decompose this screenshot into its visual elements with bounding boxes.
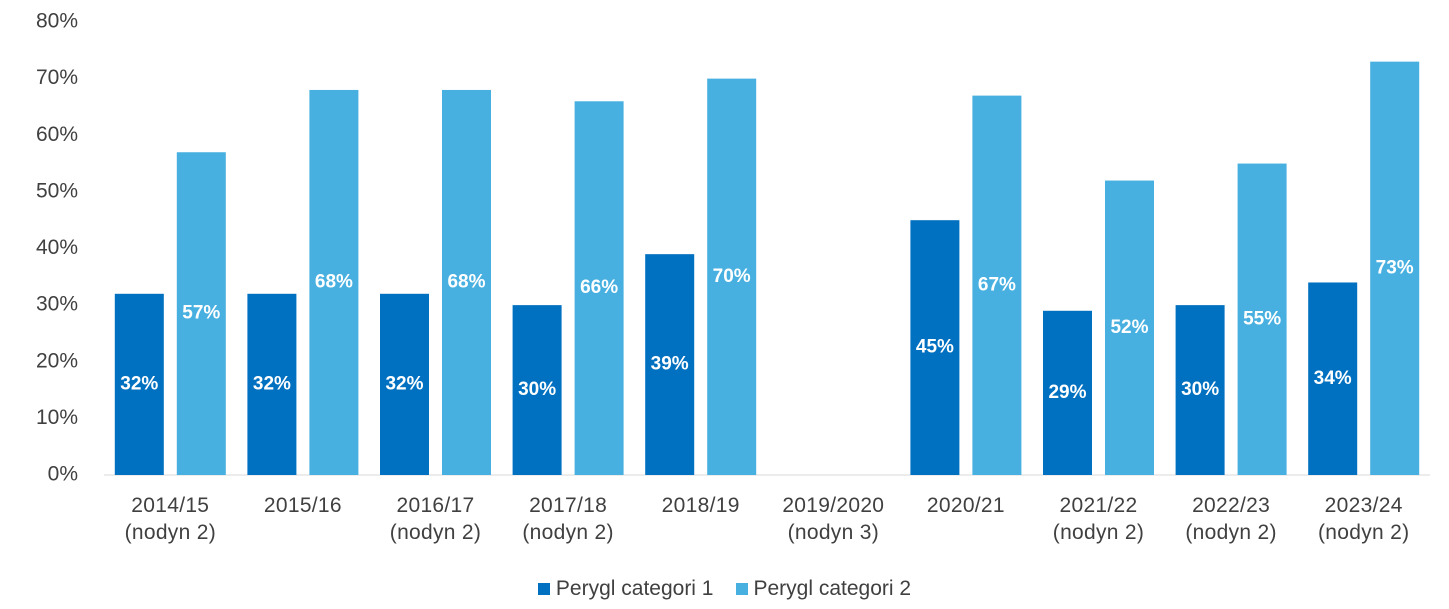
y-tick-label: 10% — [36, 406, 78, 429]
y-tick-label: 70% — [36, 66, 78, 89]
legend-label: Perygl categori 1 — [555, 577, 714, 600]
value-label: 30% — [1181, 379, 1219, 400]
y-tick-label: 60% — [36, 123, 78, 146]
bar — [247, 293, 297, 475]
bar — [309, 89, 359, 475]
bar — [574, 101, 624, 476]
legend-item: Perygl categori 1 — [537, 577, 714, 601]
bar — [1237, 163, 1287, 475]
y-tick-label: 0% — [48, 463, 78, 486]
value-label: 55% — [1243, 308, 1281, 329]
bar — [1043, 310, 1092, 475]
legend-item: Perygl categori 2 — [735, 577, 912, 601]
value-label: 68% — [315, 271, 353, 292]
value-label: 73% — [1376, 257, 1414, 278]
value-label: 70% — [713, 266, 751, 287]
value-label: 45% — [916, 337, 954, 358]
y-tick-label: 50% — [36, 179, 78, 202]
bar — [1175, 305, 1225, 475]
bar — [1105, 180, 1154, 476]
value-label: 66% — [580, 277, 618, 298]
legend: Perygl categori 1 Perygl categori 2 — [0, 577, 1449, 601]
bar — [176, 152, 226, 476]
bar — [707, 78, 757, 475]
bar — [645, 254, 695, 475]
value-label: 32% — [385, 373, 423, 394]
x-tick-label: 2019/2020 (nodyn 3) — [782, 494, 885, 544]
value-label: 57% — [182, 303, 220, 324]
y-tick-label: 30% — [36, 293, 78, 316]
x-tick-label: 2017/18 (nodyn 2) — [522, 494, 614, 544]
value-label: 29% — [1048, 382, 1086, 403]
legend-swatch — [537, 583, 550, 595]
value-label: 52% — [1110, 317, 1148, 338]
x-tick-label: 2015/16 — [263, 494, 342, 517]
value-label: 32% — [120, 373, 158, 394]
value-label: 39% — [651, 354, 689, 375]
y-tick-label: 40% — [36, 236, 78, 259]
value-label: 67% — [978, 274, 1016, 295]
bar — [442, 89, 491, 475]
x-tick-label: 2020/21 — [926, 494, 1005, 517]
bar — [380, 293, 429, 475]
bar — [972, 95, 1022, 476]
value-label: 32% — [253, 373, 291, 394]
legend-label: Perygl categori 2 — [753, 577, 912, 600]
bar — [114, 293, 164, 475]
y-tick-label: 20% — [36, 349, 78, 372]
y-tick-label: 80% — [36, 10, 78, 33]
x-tick-label: 2022/23 (nodyn 2) — [1185, 494, 1277, 544]
legend-swatch — [735, 583, 748, 595]
value-label: 34% — [1314, 368, 1352, 389]
bar — [910, 220, 960, 475]
x-tick-label: 2023/24 (nodyn 2) — [1317, 494, 1410, 544]
bar — [1308, 282, 1358, 475]
x-tick-label: 2018/19 — [661, 494, 740, 517]
x-tick-label: 2021/22 (nodyn 2) — [1052, 494, 1145, 544]
x-tick-label: 2016/17 (nodyn 2) — [389, 494, 482, 544]
value-label: 30% — [518, 379, 556, 400]
value-label: 68% — [447, 271, 485, 292]
bar — [1370, 61, 1420, 475]
x-tick-label: 2014/15 (nodyn 2) — [124, 494, 216, 544]
bar — [512, 305, 562, 475]
